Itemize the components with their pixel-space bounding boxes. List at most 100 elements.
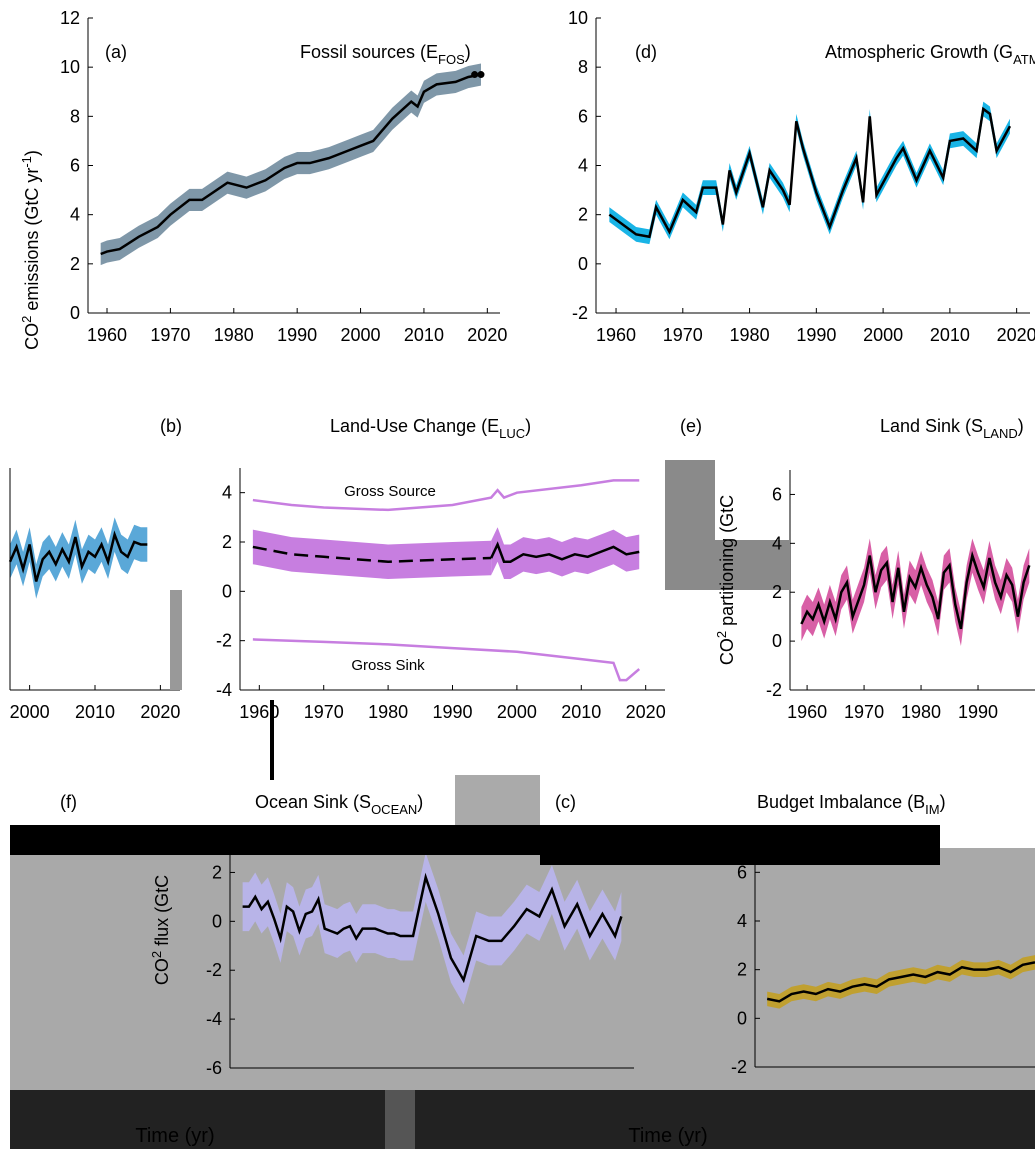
line bbox=[252, 638, 641, 682]
label-part: flux (GtC bbox=[152, 875, 172, 951]
x-tick-label: 2010 bbox=[930, 325, 970, 345]
x-tick-label: 1980 bbox=[730, 325, 770, 345]
panel bbox=[229, 848, 634, 1069]
panel bbox=[87, 17, 500, 314]
line bbox=[242, 872, 623, 984]
x-tick-label: 1970 bbox=[304, 702, 344, 722]
y-tick-label: 6 bbox=[578, 106, 588, 126]
label-part: partitioning (GtC bbox=[717, 495, 737, 631]
plots bbox=[8, 17, 1035, 1069]
line bbox=[490, 541, 640, 563]
x-tick-label: 2010 bbox=[75, 702, 115, 722]
x-tick-label: 1990 bbox=[958, 702, 998, 722]
y-tick-label: -2 bbox=[731, 1057, 747, 1077]
glitch-block bbox=[715, 540, 790, 590]
label-part: ) bbox=[465, 42, 471, 62]
x-tick-label: 2020 bbox=[997, 325, 1035, 345]
panel bbox=[789, 470, 1035, 691]
x-tick-label: 1960 bbox=[596, 325, 636, 345]
y-tick-label: 0 bbox=[772, 631, 782, 651]
label: Land-Use Change (ELUC) bbox=[330, 416, 531, 441]
y-tick-label: -2 bbox=[766, 680, 782, 700]
label-part: ) bbox=[1018, 416, 1024, 436]
y-tick-label: -2 bbox=[216, 631, 232, 651]
x-tick-label: 1970 bbox=[150, 325, 190, 345]
line bbox=[608, 106, 1012, 239]
x-tick-label: 1960 bbox=[787, 702, 827, 722]
line bbox=[252, 479, 640, 512]
x-tick-label: 2000 bbox=[10, 702, 50, 722]
label: Land Sink (SLAND) bbox=[880, 416, 1024, 441]
x-tick-label: 1990 bbox=[277, 325, 317, 345]
y-tick-label: 4 bbox=[70, 205, 80, 225]
x-tick-label: 2000 bbox=[863, 325, 903, 345]
y-tick-label: 4 bbox=[737, 911, 747, 931]
y-tick-label: 4 bbox=[772, 533, 782, 553]
glitch-block bbox=[665, 460, 715, 590]
glitch-overlays bbox=[10, 460, 1035, 1149]
y-tick-label: 8 bbox=[578, 57, 588, 77]
subscript: FOS bbox=[438, 52, 465, 67]
subscript: LUC bbox=[499, 426, 525, 441]
point bbox=[477, 71, 485, 79]
x-tick-label: 1970 bbox=[663, 325, 703, 345]
subscript: 2 bbox=[149, 951, 164, 958]
y-tick-label: 2 bbox=[772, 582, 782, 602]
x-tick-label: 2000 bbox=[497, 702, 537, 722]
label-part: Atmospheric Growth (G bbox=[825, 42, 1013, 62]
label-part: Land Sink (S bbox=[880, 416, 983, 436]
x-tick-label: 1970 bbox=[844, 702, 884, 722]
x-tick-label: 2020 bbox=[467, 325, 507, 345]
y-tick-label: -6 bbox=[206, 1058, 222, 1078]
x-tick-label: 1990 bbox=[432, 702, 472, 722]
y-tick-label: 10 bbox=[568, 8, 588, 28]
label-part: Ocean Sink (S bbox=[255, 792, 371, 812]
label: Atmospheric Growth (GATM) bbox=[825, 42, 1035, 67]
label-part: ) bbox=[417, 792, 423, 812]
label-part: CO bbox=[717, 638, 737, 665]
y-tick-label: -2 bbox=[572, 303, 588, 323]
glitch-block bbox=[385, 1090, 415, 1149]
subscript: 2 bbox=[19, 316, 34, 323]
subscript: OCEAN bbox=[371, 802, 417, 817]
uncertainty-band bbox=[252, 529, 492, 579]
panel-letter: (f) bbox=[60, 792, 77, 812]
x-tick-label: 1960 bbox=[87, 325, 127, 345]
glitch-block bbox=[270, 700, 274, 780]
x-tick-label: 2020 bbox=[626, 702, 666, 722]
panel-letter: (d) bbox=[635, 42, 657, 62]
y-tick-label: 2 bbox=[222, 532, 232, 552]
label-part: Fossil sources (E bbox=[300, 42, 438, 62]
x-axis-label: Time (yr) bbox=[135, 1125, 214, 1147]
y-tick-label: 8 bbox=[70, 106, 80, 126]
label: CO2 partitioning (GtC bbox=[714, 495, 738, 665]
label-part: ) bbox=[940, 792, 946, 812]
label: CO2 emissions (GtC yr-1) bbox=[19, 150, 43, 350]
label: Fossil sources (EFOS) bbox=[300, 42, 471, 67]
y-tick-label: 10 bbox=[60, 57, 80, 77]
uncertainty-band bbox=[491, 527, 640, 579]
subscript: IM bbox=[925, 802, 939, 817]
y-tick-label: 0 bbox=[578, 254, 588, 274]
plot-area bbox=[755, 848, 1035, 1067]
y-tick-label: 6 bbox=[70, 156, 80, 176]
y-tick-label: 2 bbox=[578, 205, 588, 225]
subscript: -1 bbox=[19, 156, 34, 168]
panel bbox=[754, 848, 1035, 1068]
x-tick-label: 2020 bbox=[140, 702, 180, 722]
label-part: CO bbox=[152, 958, 172, 985]
y-tick-label: 0 bbox=[222, 581, 232, 601]
x-tick-label: 1980 bbox=[901, 702, 941, 722]
panel-letter: (c) bbox=[555, 792, 576, 812]
panel bbox=[239, 468, 665, 691]
y-tick-label: 4 bbox=[578, 156, 588, 176]
panel-letter: (e) bbox=[680, 416, 702, 436]
y-tick-label: -2 bbox=[206, 960, 222, 980]
line bbox=[766, 961, 1035, 1003]
x-tick-label: 2000 bbox=[341, 325, 381, 345]
y-tick-label: 0 bbox=[737, 1008, 747, 1028]
glitch-block bbox=[455, 775, 540, 825]
label: CO2 flux (GtC bbox=[149, 875, 173, 985]
line bbox=[252, 545, 492, 563]
